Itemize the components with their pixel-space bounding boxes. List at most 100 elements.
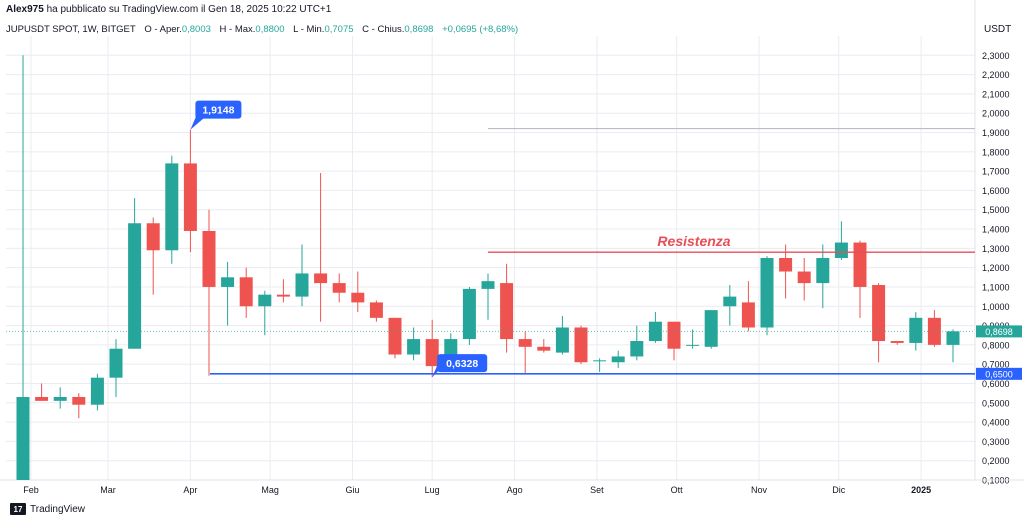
candle-body-up[interactable] bbox=[686, 344, 700, 346]
candle-body-down[interactable] bbox=[369, 302, 383, 318]
candle-body-up[interactable] bbox=[258, 294, 272, 307]
candle-body-up[interactable] bbox=[53, 396, 67, 401]
published-text: ha pubblicato su TradingView.com il Gen … bbox=[46, 4, 332, 15]
high-marker-callout[interactable]: 1,9148 bbox=[190, 100, 242, 130]
candle-body-down[interactable] bbox=[667, 321, 681, 349]
candle-body-down[interactable] bbox=[72, 396, 86, 405]
low-marker-callout[interactable]: 0,6328 bbox=[432, 354, 488, 378]
low-label: L - Min. bbox=[293, 24, 325, 35]
candle-body-up[interactable] bbox=[407, 339, 421, 355]
candle-body-up[interactable] bbox=[909, 317, 923, 343]
y-tick-label: 1,8000 bbox=[982, 147, 1010, 157]
symbol-legend: JUPUSDT SPOT, 1W, BITGET O - Aper.0,8003… bbox=[6, 24, 518, 35]
y-tick-label: 1,6000 bbox=[982, 186, 1010, 196]
y-tick-label: 2,1000 bbox=[982, 89, 1010, 99]
candle-body-up[interactable] bbox=[165, 163, 179, 251]
candle-body-down[interactable] bbox=[388, 317, 402, 355]
tradingview-footer[interactable]: 17 TradingView bbox=[10, 503, 85, 515]
x-tick-label: Mar bbox=[100, 485, 116, 495]
candle-body-down[interactable] bbox=[872, 285, 886, 342]
support-price-badge-text: 0,6500 bbox=[985, 369, 1013, 379]
symbol-title[interactable]: JUPUSDT SPOT, 1W, BITGET bbox=[6, 24, 136, 35]
high-value: 0,8800 bbox=[255, 24, 285, 35]
candle-body-down[interactable] bbox=[927, 317, 941, 345]
candle-body-down[interactable] bbox=[797, 271, 811, 284]
candle-body-down[interactable] bbox=[146, 223, 160, 251]
x-tick-label: Ago bbox=[507, 485, 523, 495]
candle-body-down[interactable] bbox=[425, 339, 439, 367]
candle-body-up[interactable] bbox=[946, 331, 960, 345]
change-value: +0,0695 (+8,68%) bbox=[442, 24, 519, 35]
candle-body-up[interactable] bbox=[109, 348, 123, 378]
high-marker-label: 1,9148 bbox=[202, 105, 234, 117]
high-label: H - Max. bbox=[219, 24, 256, 35]
candle-body-up[interactable] bbox=[128, 223, 142, 349]
candle-body-down[interactable] bbox=[239, 277, 253, 307]
candle-body-down[interactable] bbox=[741, 302, 755, 328]
candle-body-down[interactable] bbox=[183, 163, 197, 231]
candle-body-up[interactable] bbox=[593, 360, 607, 362]
y-tick-label: 1,9000 bbox=[982, 128, 1010, 138]
candle-body-down[interactable] bbox=[574, 327, 588, 363]
candle-body-up[interactable] bbox=[760, 258, 774, 328]
support-price-badge[interactable]: 0,6500 bbox=[976, 367, 1022, 380]
candle-body-up[interactable] bbox=[630, 341, 644, 357]
y-tick-label: 1,1000 bbox=[982, 282, 1010, 292]
candle-body-down[interactable] bbox=[276, 294, 290, 297]
candle-body-down[interactable] bbox=[779, 258, 793, 272]
candle-body-up[interactable] bbox=[90, 377, 104, 405]
candle-body-up[interactable] bbox=[221, 277, 235, 287]
candle-body-up[interactable] bbox=[555, 327, 569, 353]
candle-body-up[interactable] bbox=[648, 321, 662, 342]
candle-body-down[interactable] bbox=[537, 346, 551, 351]
y-tick-label: 1,0000 bbox=[982, 302, 1010, 312]
candle-body-up[interactable] bbox=[295, 273, 309, 297]
y-tick-label: 0,3000 bbox=[982, 437, 1010, 447]
close-value: 0,8698 bbox=[404, 24, 434, 35]
y-tick-label: 1,4000 bbox=[982, 225, 1010, 235]
candle-body-up[interactable] bbox=[481, 281, 495, 289]
x-tick-label: Feb bbox=[23, 485, 39, 495]
support-price-badge-bg bbox=[976, 367, 1022, 380]
candle-body-down[interactable] bbox=[853, 242, 867, 287]
last-price-badge[interactable]: 0,8698 bbox=[976, 325, 1022, 338]
x-tick-label: Lug bbox=[425, 485, 440, 495]
author-name[interactable]: Alex975 bbox=[6, 4, 44, 15]
candle-body-up[interactable] bbox=[704, 310, 718, 347]
last-price-badge-bg bbox=[976, 325, 1022, 338]
candle-body-up[interactable] bbox=[723, 296, 737, 307]
y-tick-label: 0,2000 bbox=[982, 456, 1010, 466]
candle-body-up[interactable] bbox=[462, 288, 476, 340]
candle-body-up[interactable] bbox=[816, 258, 830, 284]
x-tick-label: Nov bbox=[751, 485, 768, 495]
candle-body-down[interactable] bbox=[35, 396, 49, 401]
y-tick-label: 1,7000 bbox=[982, 167, 1010, 177]
y-tick-label: 1,2000 bbox=[982, 263, 1010, 273]
open-value: 0,8003 bbox=[181, 24, 211, 35]
candle-body-up[interactable] bbox=[16, 396, 30, 480]
candle-body-up[interactable] bbox=[611, 356, 625, 363]
last-price-badge-text: 0,8698 bbox=[985, 327, 1013, 337]
candle-body-down[interactable] bbox=[332, 283, 346, 293]
tradingview-brand: TradingView bbox=[30, 503, 86, 515]
low-marker-bg bbox=[437, 354, 488, 373]
high-marker-pointer bbox=[190, 115, 205, 130]
low-marker-label: 0,6328 bbox=[446, 358, 478, 370]
y-tick-label: 0,6000 bbox=[982, 379, 1010, 389]
candle-body-down[interactable] bbox=[890, 341, 904, 343]
y-tick-label: 0,4000 bbox=[982, 418, 1010, 428]
candle-body-down[interactable] bbox=[518, 339, 532, 347]
y-tick-label: 0,8000 bbox=[982, 340, 1010, 350]
y-tick-label: 0,5000 bbox=[982, 398, 1010, 408]
candle-body-up[interactable] bbox=[834, 242, 848, 258]
y-tick-label: 1,5000 bbox=[982, 205, 1010, 215]
x-tick-label: Apr bbox=[183, 485, 197, 495]
candle-body-down[interactable] bbox=[351, 292, 365, 303]
x-tick-label: Set bbox=[590, 485, 604, 495]
candle-body-down[interactable] bbox=[202, 230, 216, 287]
y-tick-label: 2,2000 bbox=[982, 70, 1010, 80]
candle-body-down[interactable] bbox=[314, 273, 328, 284]
candle-body-down[interactable] bbox=[500, 283, 514, 340]
currency-label[interactable]: USDT bbox=[984, 24, 1012, 35]
